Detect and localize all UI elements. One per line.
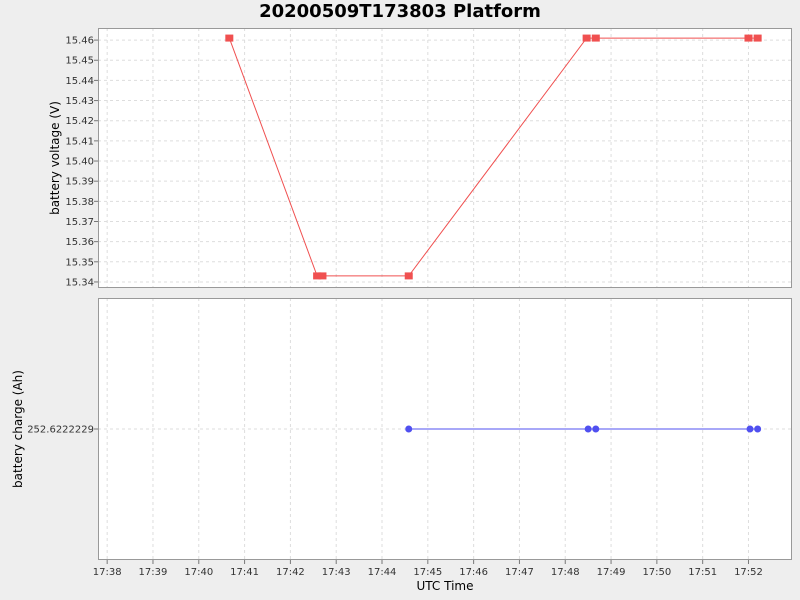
- x-tick-label: 17:42: [276, 567, 305, 578]
- x-tick-label: 17:47: [505, 567, 534, 578]
- y-tick-label: 252.6222229: [27, 425, 94, 436]
- y-tick-label: 15.44: [65, 76, 94, 87]
- data-point: [754, 425, 762, 433]
- x-tick-label: 17:51: [688, 567, 717, 578]
- y-tick-label: 15.46: [65, 36, 94, 47]
- data-point: [404, 272, 413, 280]
- plot-border-1: [98, 28, 792, 288]
- y-axis-label: battery charge (Ah): [11, 370, 25, 488]
- plot-border-2: [98, 298, 792, 560]
- x-tick-label: 17:46: [459, 567, 488, 578]
- x-tick-label: 17:49: [597, 567, 626, 578]
- x-tick-label: 17:41: [230, 567, 259, 578]
- y-tick-label: 15.40: [65, 157, 94, 168]
- x-tick-label: 17:38: [93, 567, 122, 578]
- y-tick-label: 15.41: [65, 136, 94, 147]
- data-point: [746, 425, 754, 433]
- data-point: [313, 272, 322, 280]
- data-point: [582, 34, 591, 42]
- y-axis-label: battery voltage (V): [48, 101, 62, 215]
- plot-area-1: [98, 28, 792, 288]
- data-point: [753, 34, 762, 42]
- x-tick-label: 17:43: [322, 567, 351, 578]
- data-point: [744, 34, 753, 42]
- y-tick-label: 15.36: [65, 237, 94, 248]
- x-tick-label: 17:50: [642, 567, 671, 578]
- x-tick-label: 17:48: [551, 567, 580, 578]
- data-point: [318, 272, 327, 280]
- chart-title: 20200509T173803 Platform: [259, 1, 541, 22]
- data-point: [592, 425, 600, 433]
- y-tick-label: 15.43: [65, 96, 94, 107]
- data-point: [225, 34, 234, 42]
- y-tick-label: 15.39: [65, 177, 94, 188]
- x-tick-label: 17:45: [413, 567, 442, 578]
- y-tick-label: 15.42: [65, 116, 94, 127]
- y-tick-label: 15.34: [65, 277, 94, 288]
- y-tick-label: 15.38: [65, 197, 94, 208]
- data-point: [591, 34, 600, 42]
- y-tick-label: 15.35: [65, 257, 94, 268]
- x-tick-label: 17:40: [184, 567, 213, 578]
- x-tick-label: 17:39: [139, 567, 168, 578]
- x-tick-label: 17:44: [368, 567, 397, 578]
- data-point: [584, 425, 592, 433]
- data-point: [405, 425, 413, 433]
- y-tick-label: 15.37: [65, 217, 94, 228]
- x-tick-label: 17:52: [734, 567, 763, 578]
- x-axis-label: UTC Time: [417, 579, 474, 593]
- y-tick-label: 15.45: [65, 56, 94, 67]
